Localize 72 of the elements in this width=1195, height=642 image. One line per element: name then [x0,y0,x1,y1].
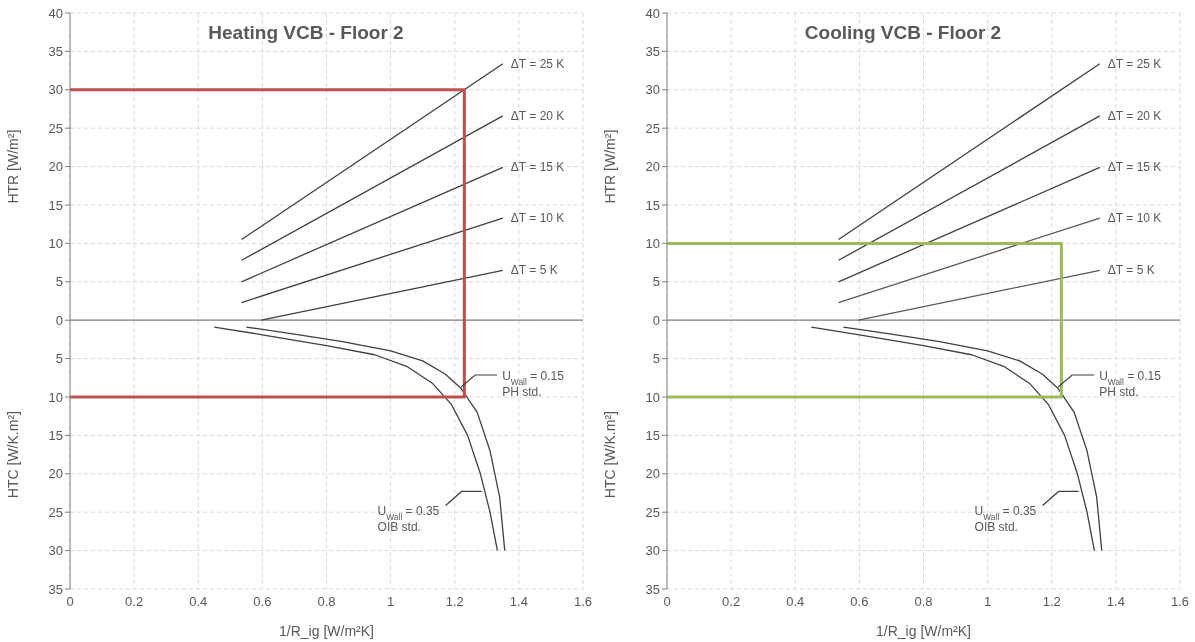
annotation: ΔT = 25 K [510,56,565,71]
y-tick-label: 15 [645,428,660,444]
annotation: ΔT = 15 K [510,160,565,175]
x-tick-label: 0 [663,594,671,610]
annotation: U$_{Wall}$ = 0.35 OIB std. [377,504,440,535]
y-tick-label: 10 [645,236,660,252]
y-tick-label: 15 [48,428,63,444]
x-tick-label: 0.8 [914,594,933,610]
y-axis-title: HTR [W/m²] [602,129,618,204]
x-tick-label: 1.4 [1106,594,1125,610]
x-tick-label: 0.2 [125,594,144,610]
x-tick-label: 0 [66,594,74,610]
y-tick-label: 0 [55,312,63,328]
y-tick-label: 5 [55,274,63,290]
text: HTC [W/K.m²] [602,411,618,499]
annotation: U$_{Wall}$ = 0.15 PH std. [502,369,565,400]
y-tick-label: 15 [48,197,63,213]
x-tick-label: 1 [387,594,395,610]
x-tick-label: 0.6 [253,594,272,610]
annotation: ΔT = 5 K [1107,263,1155,278]
y-tick-label: 35 [645,44,660,60]
y-tick-label: 20 [645,159,660,175]
x-tick-label: 0.4 [189,594,208,610]
annotation: ΔT = 5 K [510,263,558,278]
y-tick-label: 20 [645,466,660,482]
annotation: U$_{Wall}$ = 0.15 PH std. [1099,369,1162,400]
y-tick-label: 10 [645,389,660,405]
annotation: ΔT = 20 K [1107,108,1162,123]
annotation: ΔT = 10 K [510,211,565,226]
y-tick-label: 0 [652,312,660,328]
y-tick-label: 25 [48,504,63,520]
annotation: ΔT = 25 K [1107,56,1162,71]
annotation: U$_{Wall}$ = 0.35 OIB std. [974,504,1037,535]
text: HTC [W/K.m²] [5,411,21,499]
x-tick-label: 1 [984,594,992,610]
x-tick-label: 1.6 [573,594,593,610]
x-tick-label: 0.8 [317,594,336,610]
y-tick-label: 20 [48,159,63,175]
y-tick-label: 15 [645,197,660,213]
x-tick-label: 0.2 [722,594,741,610]
y-tick-label: 40 [48,5,63,21]
x-tick-label: 1.2 [445,594,464,610]
y-tick-label: 5 [55,351,63,367]
y-tick-label: 5 [652,351,660,367]
y-tick-label: 20 [48,466,63,482]
y-tick-label: 35 [48,581,63,597]
y-axis-title: HTR [W/m²] [5,129,21,204]
annotation: ΔT = 10 K [1107,211,1162,226]
y-tick-label: 35 [645,581,660,597]
y-tick-label: 35 [48,44,63,60]
annotation: ΔT = 15 K [1107,160,1162,175]
annotation: ΔT = 20 K [510,108,565,123]
x-axis-title: 1/R_ig [W/m²K] [279,623,374,639]
x-tick-label: 1.2 [1042,594,1061,610]
y-tick-label: 30 [645,543,660,559]
y-tick-label: 10 [48,389,63,405]
y-tick-label: 40 [645,5,660,21]
x-tick-label: 0.6 [850,594,869,610]
y-tick-label: 25 [48,120,63,136]
x-tick-label: 1.4 [509,594,528,610]
x-tick-label: 0.4 [786,594,805,610]
text: Cooling VCB - Floor 2 [804,22,1002,43]
y-tick-label: 25 [645,120,660,136]
y-tick-label: 5 [652,274,660,290]
y-tick-label: 30 [645,82,660,98]
x-axis-title: 1/R_ig [W/m²K] [876,623,971,639]
text: Heating VCB - Floor 2 [208,22,404,43]
x-tick-label: 1.6 [1170,594,1190,610]
y-tick-label: 25 [645,504,660,520]
y-tick-label: 30 [48,543,63,559]
y-tick-label: 30 [48,82,63,98]
y-tick-label: 10 [48,236,63,252]
